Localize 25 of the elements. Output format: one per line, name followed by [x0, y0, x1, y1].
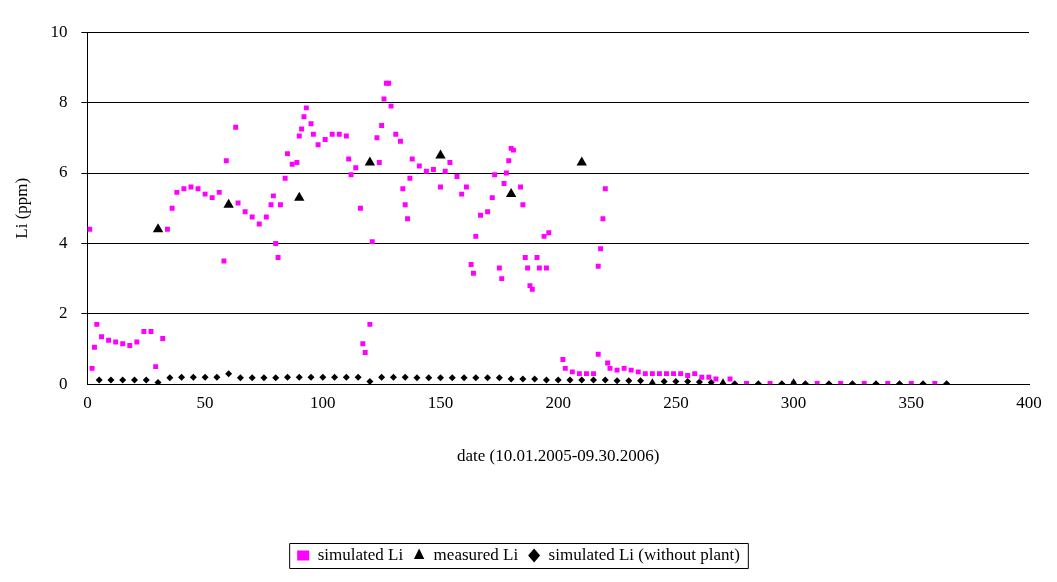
legend-label: simulated Li: [317, 544, 404, 564]
y-tick-label: 10: [50, 21, 68, 41]
point: [223, 198, 234, 208]
y-tick-label: 0: [58, 373, 68, 393]
x-tick-label: 350: [898, 392, 925, 412]
y-tick-label: 2: [58, 303, 68, 323]
y-tick-label: 4: [58, 232, 68, 252]
y-tick-label: 8: [58, 92, 68, 112]
point: [294, 191, 305, 201]
x-tick-label: 400: [1016, 392, 1042, 412]
x-tick-label: 250: [663, 392, 689, 412]
y-tick-label: 6: [58, 162, 68, 182]
y-axis-title: Li (ppm): [11, 177, 31, 239]
point: [505, 188, 517, 198]
x-tick-label: 50: [196, 392, 214, 412]
point: [152, 223, 164, 233]
legend-label: measured Li: [433, 544, 519, 564]
x-tick-label: 100: [310, 392, 336, 412]
point: [435, 149, 446, 159]
x-tick-label: 300: [780, 392, 807, 412]
legend-label: simulated Li (without plant): [548, 544, 740, 564]
x-tick-label: 200: [545, 392, 571, 412]
x-tick-label: 0: [83, 392, 92, 412]
x-axis-title: date (10.01.2005-09.30.2006): [456, 446, 660, 466]
x-tick-label: 150: [427, 392, 454, 412]
